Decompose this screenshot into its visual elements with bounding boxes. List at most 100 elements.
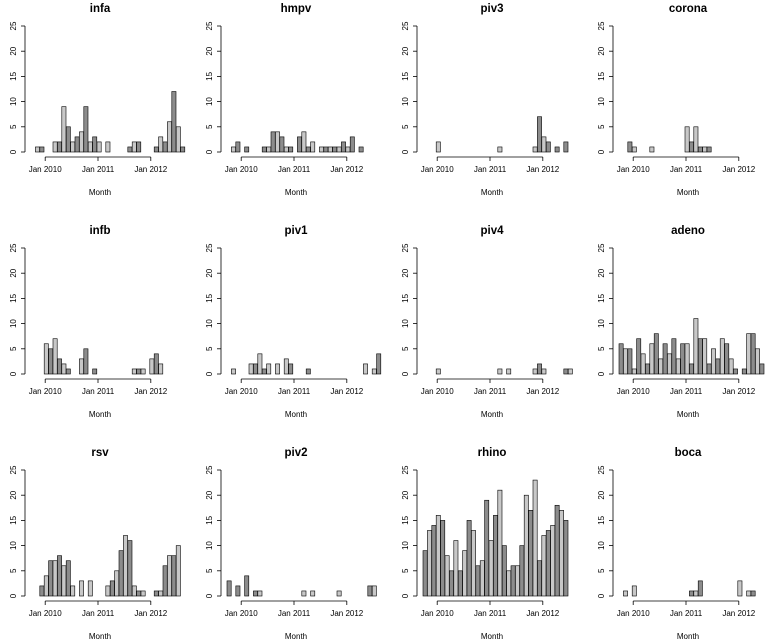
bar bbox=[554, 146, 560, 153]
bar bbox=[61, 363, 67, 375]
y-tick-label: 25 bbox=[597, 465, 606, 474]
bar bbox=[92, 368, 98, 375]
bar bbox=[559, 510, 564, 597]
bar bbox=[153, 146, 159, 153]
chart-panel-rsv: rsv 0 5 10 15 20 25 Jan 2010 Jan 2011 Jan 2012 Mon… bbox=[9, 447, 181, 640]
y-tick-label: 15 bbox=[597, 71, 606, 80]
y-tick-label: 0 bbox=[9, 149, 18, 154]
bar bbox=[319, 146, 324, 153]
bar bbox=[180, 146, 186, 153]
bar bbox=[167, 555, 172, 597]
x-tick-label: Jan 2012 bbox=[134, 387, 167, 396]
x-tick-label: Jan 2010 bbox=[225, 609, 258, 618]
bar bbox=[724, 343, 730, 375]
y-tick-label: 5 bbox=[597, 124, 606, 129]
bar bbox=[127, 146, 133, 153]
y-tick-label: 10 bbox=[597, 97, 606, 106]
bar bbox=[537, 560, 542, 597]
x-axis-label: Month bbox=[677, 632, 699, 640]
bar bbox=[127, 540, 133, 597]
bar bbox=[244, 575, 250, 597]
bar bbox=[175, 545, 181, 597]
x-tick-label: Jan 2012 bbox=[526, 609, 559, 618]
bar bbox=[171, 555, 177, 597]
bar bbox=[57, 141, 62, 153]
bar bbox=[48, 348, 54, 375]
bar bbox=[336, 590, 342, 597]
y-tick-label: 5 bbox=[401, 568, 410, 573]
bar bbox=[479, 560, 485, 597]
x-tick-label: Jan 2012 bbox=[526, 387, 559, 396]
bar bbox=[149, 358, 155, 375]
x-tick-label: Jan 2011 bbox=[474, 609, 507, 618]
bar bbox=[257, 590, 263, 597]
bar bbox=[759, 363, 765, 375]
y-tick-label: 0 bbox=[597, 149, 606, 154]
bar bbox=[746, 333, 752, 375]
bar bbox=[52, 338, 58, 375]
bar bbox=[358, 146, 364, 153]
bar bbox=[270, 131, 276, 153]
x-tick-label: Jan 2011 bbox=[670, 165, 703, 174]
bar bbox=[371, 585, 377, 597]
y-tick-label: 20 bbox=[401, 268, 410, 277]
y-tick-label: 10 bbox=[9, 319, 18, 328]
bar bbox=[136, 141, 142, 153]
bar bbox=[689, 590, 694, 597]
y-tick-label: 10 bbox=[597, 319, 606, 328]
bar bbox=[371, 368, 377, 375]
y-tick-label: 10 bbox=[9, 97, 18, 106]
bar bbox=[618, 343, 624, 375]
x-tick-label: Jan 2012 bbox=[134, 609, 167, 618]
y-tick-label: 25 bbox=[9, 21, 18, 30]
bar bbox=[283, 146, 289, 153]
bar bbox=[541, 136, 547, 153]
x-tick-label: Jan 2010 bbox=[617, 387, 650, 396]
bar bbox=[567, 368, 573, 375]
y-tick-label: 20 bbox=[205, 46, 214, 55]
bar bbox=[171, 91, 177, 153]
chart-panel-corona: corona 0 5 10 15 20 25 Jan 2010 Jan 2011 Jan 2012… bbox=[597, 3, 756, 197]
y-tick-label: 25 bbox=[597, 21, 606, 30]
bar bbox=[52, 560, 58, 597]
bar bbox=[248, 363, 254, 375]
bar bbox=[61, 565, 67, 597]
bar bbox=[684, 126, 690, 153]
bar bbox=[545, 141, 551, 153]
chart-title: infb bbox=[89, 225, 110, 237]
chart-title: boca bbox=[675, 447, 702, 459]
bar bbox=[57, 555, 62, 597]
y-tick-label: 5 bbox=[9, 346, 18, 351]
bar bbox=[471, 530, 476, 597]
bar bbox=[728, 358, 734, 375]
bar bbox=[563, 520, 569, 597]
bar bbox=[733, 368, 738, 375]
y-tick-label: 20 bbox=[9, 268, 18, 277]
y-tick-label: 15 bbox=[205, 71, 214, 80]
x-tick-label: Jan 2012 bbox=[722, 387, 755, 396]
bar bbox=[167, 121, 172, 153]
y-tick-label: 20 bbox=[401, 490, 410, 499]
y-tick-label: 25 bbox=[401, 465, 410, 474]
y-tick-label: 15 bbox=[597, 293, 606, 302]
y-tick-label: 15 bbox=[9, 293, 18, 302]
y-tick-label: 0 bbox=[401, 593, 410, 598]
y-tick-label: 25 bbox=[401, 243, 410, 252]
bar bbox=[506, 368, 512, 375]
chart-panel-hmpv: hmpv 0 5 10 15 20 25 Jan 2010 Jan 2011 Jan 2012 Mo… bbox=[205, 3, 364, 197]
bar bbox=[367, 585, 373, 597]
bar bbox=[275, 131, 280, 153]
y-tick-label: 20 bbox=[597, 268, 606, 277]
bar bbox=[266, 363, 272, 375]
x-tick-label: Jan 2011 bbox=[278, 387, 311, 396]
x-tick-label: Jan 2012 bbox=[330, 609, 363, 618]
y-tick-label: 15 bbox=[401, 71, 410, 80]
x-axis-label: Month bbox=[285, 188, 307, 197]
y-tick-label: 15 bbox=[401, 515, 410, 524]
bar bbox=[92, 136, 98, 153]
bar bbox=[70, 141, 76, 153]
bar bbox=[244, 146, 250, 153]
x-tick-label: Jan 2010 bbox=[617, 165, 650, 174]
bar bbox=[65, 560, 71, 597]
